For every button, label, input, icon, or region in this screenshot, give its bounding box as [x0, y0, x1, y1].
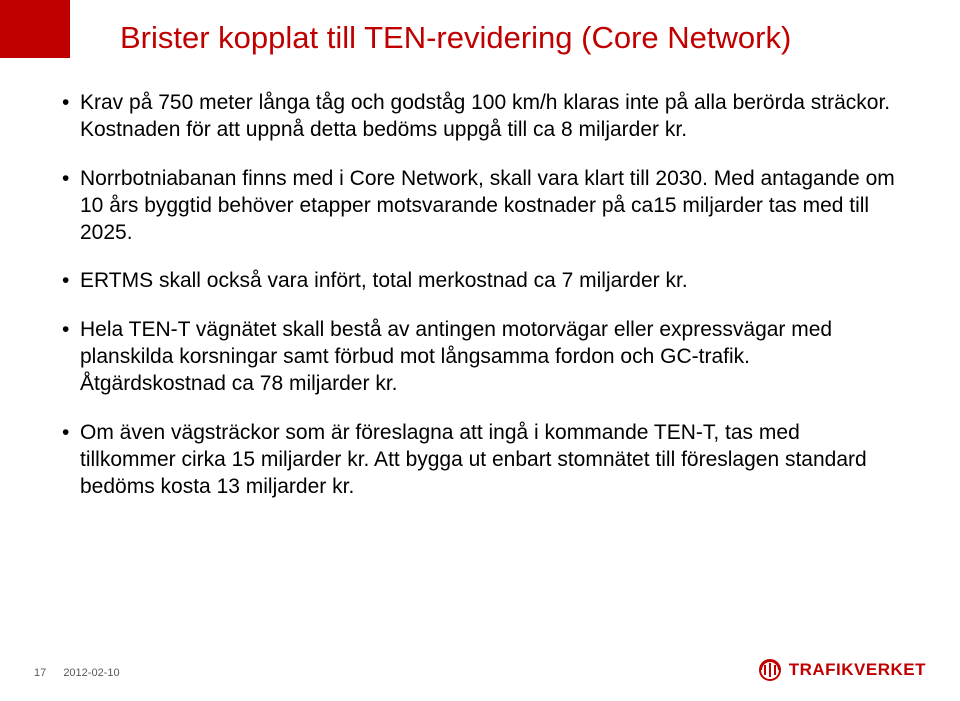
bullet-item: Norrbotniabanan finns med i Core Network…	[62, 166, 898, 247]
page-number: 17	[34, 667, 46, 679]
logo-mark-icon	[757, 657, 783, 683]
bullet-item: Krav på 750 meter långa tåg och godståg …	[62, 90, 898, 144]
footer-left: 17 2012-02-10	[34, 667, 120, 679]
bullet-item: Hela TEN-T vägnätet skall bestå av antin…	[62, 317, 898, 398]
trafikverket-logo: TRAFIKVERKET	[757, 657, 926, 683]
footer-date: 2012-02-10	[63, 667, 119, 679]
bullet-item: Om även vägsträckor som är föreslagna at…	[62, 420, 898, 501]
header-red-band	[0, 0, 70, 58]
bullet-item: ERTMS skall också vara infört, total mer…	[62, 268, 898, 295]
slide: Brister kopplat till TEN-revidering (Cor…	[0, 0, 960, 701]
bullet-list: Krav på 750 meter långa tåg och godståg …	[62, 90, 898, 523]
page-title: Brister kopplat till TEN-revidering (Cor…	[120, 20, 791, 56]
logo-text: TRAFIKVERKET	[789, 660, 926, 680]
